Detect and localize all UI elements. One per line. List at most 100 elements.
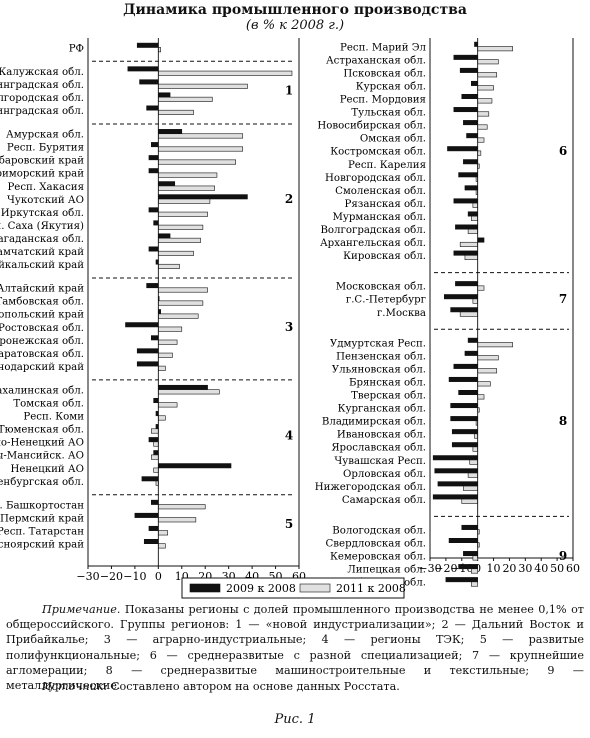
region-label: Нижегородская обл. <box>315 481 426 493</box>
bar-2011 <box>477 72 498 78</box>
bar-2011 <box>153 441 159 447</box>
bar-2009 <box>148 437 159 443</box>
bar-2009 <box>453 54 478 60</box>
bar-2009 <box>445 577 478 583</box>
bar-2011 <box>477 111 490 117</box>
x-tick-label: 60 <box>566 562 580 575</box>
region-label: Ненецкий АО <box>10 464 84 475</box>
bar-2009 <box>450 416 478 422</box>
bar-2011 <box>158 339 178 345</box>
bar-2009 <box>148 207 159 213</box>
bar-2009 <box>461 524 478 530</box>
bar-2009 <box>453 198 478 204</box>
region-label: Чукотский АО <box>7 195 84 206</box>
bar-2011 <box>459 241 478 247</box>
region-label: Алтайский край <box>0 284 84 295</box>
bar-2009 <box>136 361 159 367</box>
region-label: Орловская обл. <box>343 468 426 480</box>
region-label: Самарская обл. <box>342 494 426 506</box>
x-tick-label: −30 <box>418 562 441 575</box>
bar-2011 <box>471 568 478 574</box>
x-tick-label: 30 <box>518 562 532 575</box>
region-label: Красноярский край <box>0 540 84 551</box>
bar-2011 <box>158 109 194 115</box>
region-label: Новосибирская обл. <box>317 120 426 132</box>
bar-2009 <box>463 159 478 165</box>
x-tick-label: 50 <box>550 562 564 575</box>
bar-2011 <box>158 365 166 371</box>
legend-box <box>181 577 405 599</box>
bar-2009 <box>153 397 159 403</box>
bar-2011 <box>464 255 478 261</box>
bar-2009 <box>148 168 159 174</box>
region-label: Пермский край <box>0 513 84 524</box>
bar-2009 <box>139 79 159 85</box>
bar-2009 <box>458 564 478 570</box>
bar-2011 <box>477 355 499 361</box>
bar-2009 <box>151 335 159 341</box>
bar-2009 <box>463 120 478 126</box>
region-label: Томская обл. <box>13 398 84 410</box>
legend-swatch-2009 <box>189 583 221 593</box>
region-label: Приморский край <box>0 169 84 180</box>
region-label: Ханты-Мансийск. АО <box>0 451 84 462</box>
source-label: Источник: <box>42 680 108 693</box>
note-label: Примечание. <box>42 603 121 616</box>
bar-2009 <box>141 476 159 482</box>
bar-2011 <box>477 368 498 374</box>
region-label: Ростовская обл. <box>0 322 84 334</box>
bar-2009 <box>158 129 183 135</box>
bar-2009 <box>151 142 159 148</box>
bar-2011 <box>158 389 220 395</box>
region-label: Псковская обл. <box>343 67 426 79</box>
region-label: Костромская обл. <box>330 146 426 158</box>
bar-2009 <box>464 185 478 191</box>
bar-2011 <box>158 211 208 217</box>
bar-2011 <box>472 555 478 561</box>
region-label: Оренбургская обл. <box>0 476 84 488</box>
bar-2009 <box>143 538 159 544</box>
bar-2011 <box>158 517 197 523</box>
region-label: Липецкая обл. <box>347 564 426 576</box>
region-label: Кировская обл. <box>343 250 426 262</box>
note-text: Показаны регионы с долей промышленного п… <box>6 603 584 693</box>
bar-2009 <box>450 403 478 409</box>
region-label: Ивановская обл. <box>337 429 426 441</box>
bar-2011 <box>151 454 159 460</box>
bar-2011 <box>474 433 478 439</box>
bar-2009 <box>463 551 478 557</box>
region-label: Камчатский край <box>0 247 84 258</box>
region-label: Омская обл. <box>360 133 426 145</box>
group-number: 1 <box>285 84 293 98</box>
region-label: Респ. Саха (Якутия) <box>0 220 84 232</box>
bar-2009 <box>450 307 478 313</box>
bar-2011 <box>158 159 236 165</box>
region-label: Ульяновская обл. <box>332 363 426 375</box>
bar-2009 <box>474 41 478 47</box>
region-label: Хабаровский край <box>0 155 84 167</box>
bar-2009 <box>151 499 159 505</box>
bar-2011 <box>158 352 173 358</box>
bar-2009 <box>158 233 171 239</box>
bar-2011 <box>158 313 199 319</box>
region-label: Вологодская обл. <box>332 524 426 536</box>
bar-2011 <box>158 402 178 408</box>
bar-2009 <box>451 429 478 435</box>
bar-2011 <box>463 485 478 491</box>
bar-2009 <box>447 146 478 152</box>
bar-2009 <box>467 211 478 217</box>
region-label: Ленинградская обл. <box>0 105 84 117</box>
bar-2009 <box>455 281 478 287</box>
legend-label-2009: 2009 к 2008 <box>226 582 296 595</box>
region-label: Респ. Башкортостан <box>0 500 84 511</box>
bar-2011 <box>467 472 478 478</box>
bar-2009 <box>453 363 478 369</box>
bar-2011 <box>151 428 159 434</box>
x-tick-label: 20 <box>502 562 516 575</box>
region-label: Белгородская обл. <box>0 92 84 104</box>
bar-2011 <box>158 263 180 269</box>
bar-2011 <box>158 96 213 102</box>
bar-2011 <box>477 150 482 156</box>
bar-2009 <box>458 172 478 178</box>
